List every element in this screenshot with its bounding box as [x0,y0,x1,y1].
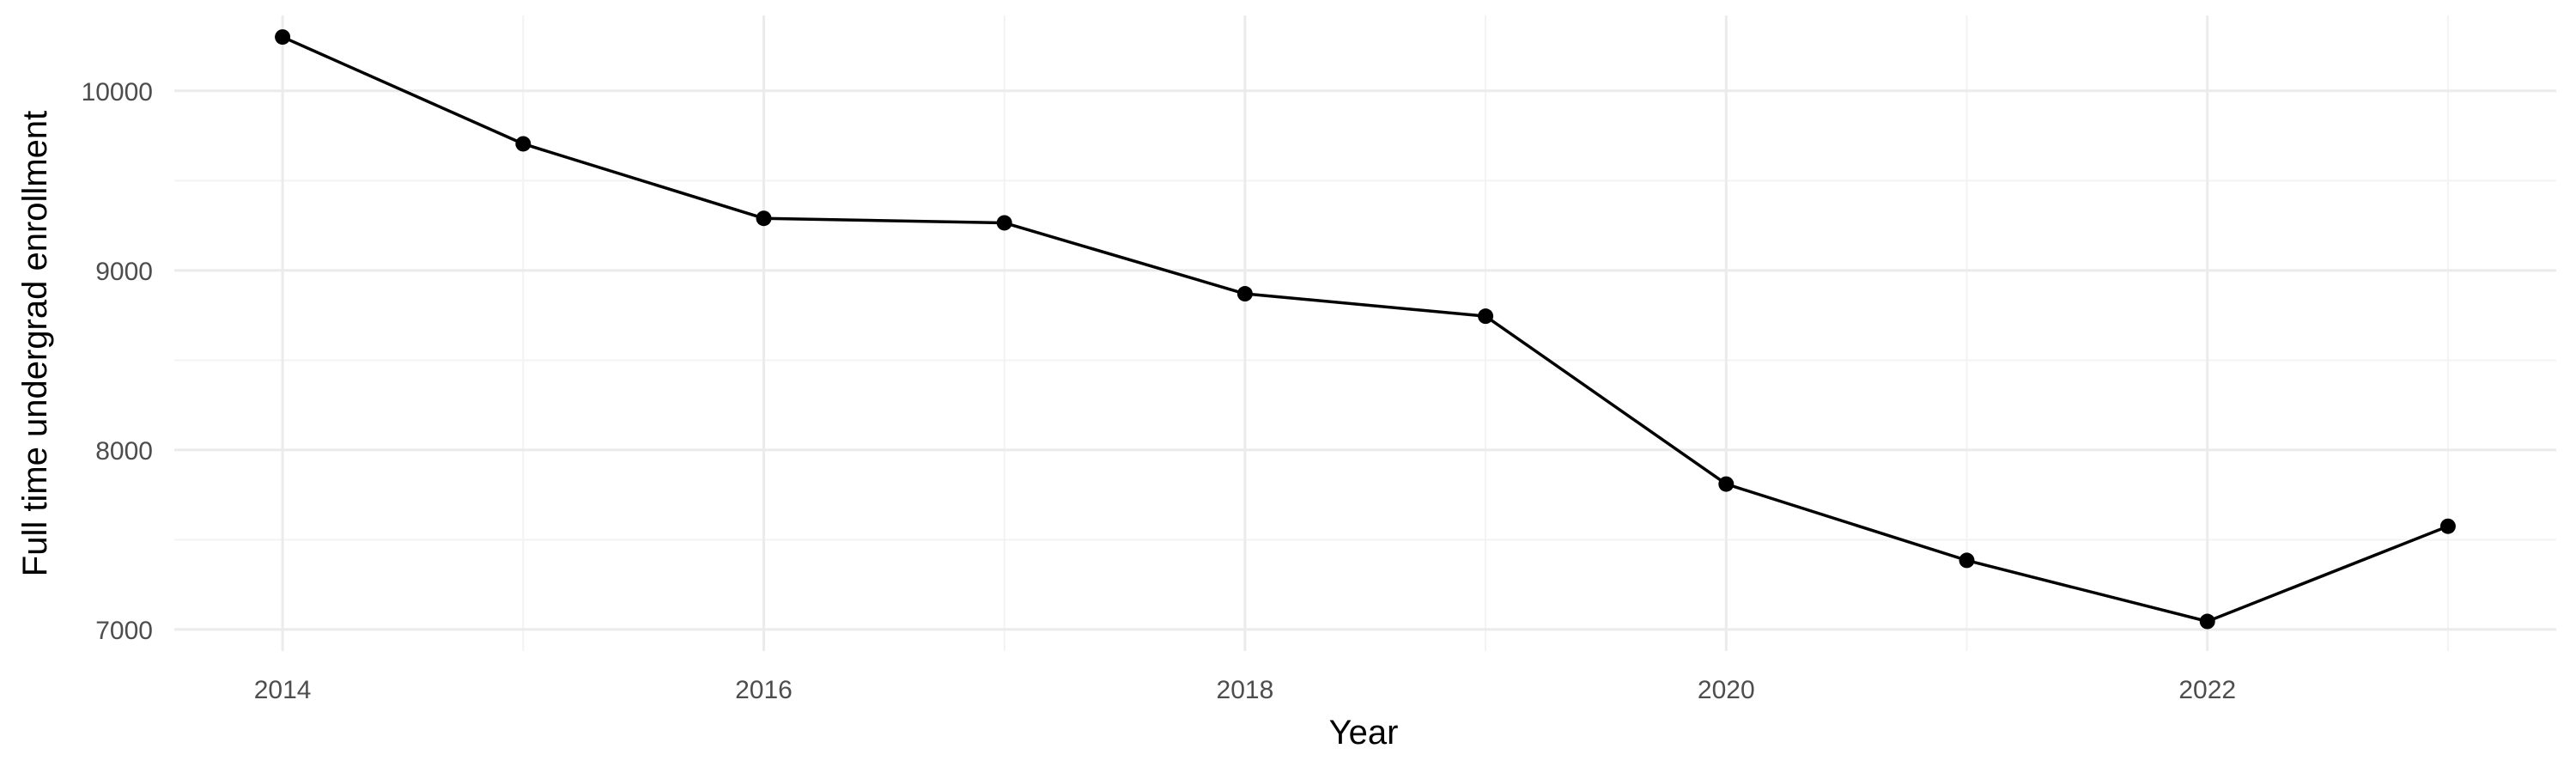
x-tick-label: 2014 [254,676,312,704]
series-line [282,35,2449,624]
data-point [1718,476,1735,492]
x-tick-label: 2018 [1217,676,1274,704]
data-point [2439,518,2456,534]
data-point [2199,613,2215,630]
data-point [996,215,1012,231]
x-tick-label: 2022 [2178,676,2236,704]
x-tick-label: 2020 [1698,676,1755,704]
series [275,29,2456,630]
data-point [1236,286,1253,302]
y-tick-label: 10000 [82,78,153,107]
y-tick-label: 9000 [95,258,153,286]
grid [174,15,2556,651]
x-axis-title: Year [1329,714,1399,752]
data-point [515,136,532,152]
y-tick-label: 8000 [95,437,153,466]
data-point [756,210,772,227]
y-tick-label: 7000 [95,617,153,645]
data-point [1959,552,1975,569]
data-point [1478,308,1494,325]
x-tick-label: 2016 [735,676,793,704]
tick-labels: 2014 2016 2018 2020 2022 7000 8000 9000 10000 [82,78,2237,704]
y-axis-title: Full time undergrad enrollment [16,111,54,576]
data-point [275,29,291,46]
